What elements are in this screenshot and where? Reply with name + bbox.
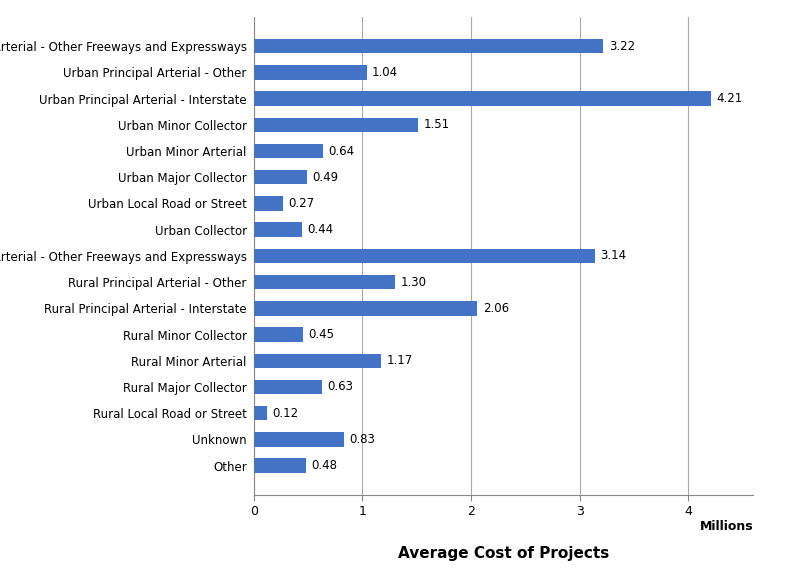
Bar	[254, 91, 711, 106]
Text: Average Cost of Projects: Average Cost of Projects	[398, 546, 609, 561]
Text: 0.48: 0.48	[312, 459, 337, 472]
Text: 3.14: 3.14	[600, 250, 626, 262]
Bar	[254, 144, 324, 158]
Bar	[254, 170, 307, 185]
Bar	[254, 65, 366, 79]
Bar	[254, 39, 603, 53]
Bar	[254, 432, 344, 447]
Text: 1.04: 1.04	[372, 66, 398, 79]
Bar	[254, 196, 283, 210]
Text: 0.12: 0.12	[272, 407, 298, 420]
Bar	[254, 223, 301, 237]
Text: 2.06: 2.06	[483, 302, 509, 315]
Bar	[254, 118, 418, 132]
Text: 0.83: 0.83	[350, 433, 375, 446]
Text: 0.64: 0.64	[329, 144, 354, 158]
Text: Millions: Millions	[699, 520, 753, 534]
Text: 1.30: 1.30	[400, 275, 427, 289]
Bar	[254, 406, 266, 420]
Bar	[254, 458, 306, 473]
Text: 0.63: 0.63	[328, 381, 354, 393]
Bar	[254, 327, 303, 342]
Bar	[254, 354, 381, 368]
Text: 0.44: 0.44	[307, 223, 333, 236]
Text: 0.45: 0.45	[308, 328, 334, 341]
Text: 1.17: 1.17	[386, 354, 412, 367]
Text: 0.49: 0.49	[312, 171, 339, 184]
Text: 3.22: 3.22	[609, 40, 635, 53]
Bar	[254, 275, 395, 289]
Text: 0.27: 0.27	[289, 197, 315, 210]
Bar	[254, 248, 595, 263]
Bar	[254, 380, 322, 394]
Text: 1.51: 1.51	[423, 118, 450, 131]
Bar	[254, 301, 477, 316]
Text: 4.21: 4.21	[716, 92, 743, 105]
